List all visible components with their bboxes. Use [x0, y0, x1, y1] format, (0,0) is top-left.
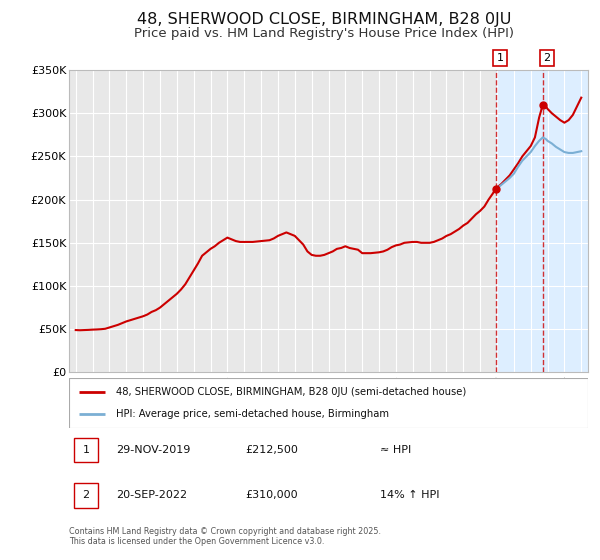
Text: 48, SHERWOOD CLOSE, BIRMINGHAM, B28 0JU: 48, SHERWOOD CLOSE, BIRMINGHAM, B28 0JU [137, 12, 511, 27]
Text: 1: 1 [496, 53, 503, 63]
Bar [496, 70, 588, 372]
FancyBboxPatch shape [74, 483, 98, 507]
FancyBboxPatch shape [74, 438, 98, 463]
Text: 1: 1 [82, 445, 89, 455]
Text: 14% ↑ HPI: 14% ↑ HPI [380, 491, 440, 501]
Text: 2: 2 [82, 491, 89, 501]
FancyBboxPatch shape [69, 378, 588, 428]
Text: Price paid vs. HM Land Registry's House Price Index (HPI): Price paid vs. HM Land Registry's House … [134, 27, 514, 40]
Text: HPI: Average price, semi-detached house, Birmingham: HPI: Average price, semi-detached house,… [116, 409, 389, 419]
Text: 29-NOV-2019: 29-NOV-2019 [116, 445, 190, 455]
Text: 20-SEP-2022: 20-SEP-2022 [116, 491, 187, 501]
Text: 2: 2 [544, 53, 551, 63]
Text: Contains HM Land Registry data © Crown copyright and database right 2025.
This d: Contains HM Land Registry data © Crown c… [69, 526, 381, 546]
Text: ≈ HPI: ≈ HPI [380, 445, 412, 455]
Text: £212,500: £212,500 [245, 445, 298, 455]
Text: £310,000: £310,000 [245, 491, 298, 501]
Text: 48, SHERWOOD CLOSE, BIRMINGHAM, B28 0JU (semi-detached house): 48, SHERWOOD CLOSE, BIRMINGHAM, B28 0JU … [116, 387, 466, 397]
